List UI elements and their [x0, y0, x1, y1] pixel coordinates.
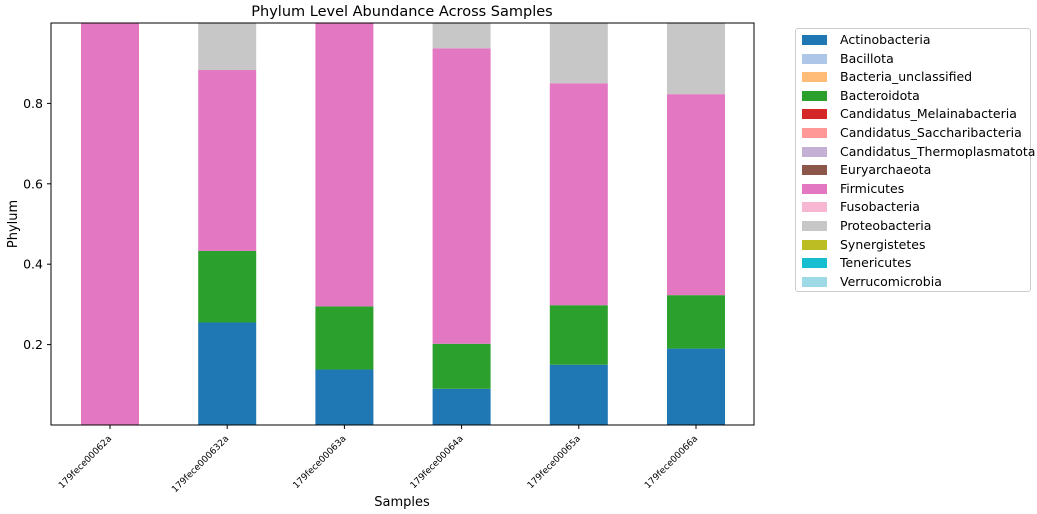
x-tick-label: 179fece000632a [170, 434, 231, 495]
x-tick-label: 179fece00066a [643, 434, 700, 491]
y-tick-label: 0.2 [23, 337, 43, 352]
legend-item: Verrucomicrobia [802, 273, 942, 291]
legend-swatch [802, 165, 827, 176]
bar-segment [549, 83, 608, 306]
legend-swatch [802, 35, 827, 45]
bar-segment [198, 70, 257, 251]
bar-segment [81, 23, 139, 425]
x-tick-label: 179fece00064a [409, 434, 466, 491]
legend-item: Bacteroidota [802, 87, 920, 105]
legend-label: Bacteroidota [840, 87, 920, 103]
legend-label: Euryarchaeota [840, 162, 932, 178]
legend-label: Actinobacteria [840, 32, 931, 47]
legend-label: Verrucomicrobia [840, 273, 942, 289]
legend-swatch [802, 53, 827, 64]
legend-item: Actinobacteria [802, 31, 930, 49]
bar-segment [667, 348, 725, 425]
y-axis-label: Phylum [6, 200, 21, 248]
legend-label: Bacillota [840, 50, 894, 66]
plot-frame [50, 22, 755, 426]
bar-segment [667, 94, 725, 296]
legend-swatch [802, 72, 827, 83]
legend-label: Candidatus_Saccharibacteria [840, 125, 1022, 140]
x-tick-label: 179fece00062a [57, 434, 114, 491]
legend-label: Fusobacteria [840, 199, 920, 215]
bar-segment [667, 23, 725, 95]
x-tick-label: 179fece00063a [292, 434, 349, 491]
bar-segment [549, 23, 608, 84]
y-tick-label: 0.6 [23, 176, 43, 191]
legend-item: Fusobacteria [802, 198, 920, 216]
bar-segment [315, 306, 374, 370]
legend-item: Candidatus_Melainabacteria [802, 105, 1017, 123]
bar-segment [315, 369, 374, 425]
chart-title: Phylum Level Abundance Across Samples [251, 4, 552, 20]
legend-swatch [802, 221, 827, 231]
x-tick-label: 179fece00065a [526, 434, 583, 491]
bar-segment [432, 388, 491, 425]
legend-swatch [802, 239, 827, 250]
bar-segment [432, 23, 491, 49]
legend: Actinobacteria Bacillota Bacteria_unclassi… [795, 28, 1035, 292]
legend-swatch [802, 258, 827, 269]
bar-segment [198, 322, 257, 425]
legend-swatch [802, 183, 827, 194]
y-tick-label: 0.4 [23, 257, 43, 272]
legend-item: Tenericutes [802, 254, 911, 272]
bar-segment [432, 343, 491, 389]
legend-label: Tenericutes [840, 255, 912, 271]
bar-segment [549, 364, 608, 425]
bar-segment [198, 23, 257, 71]
legend-item: Bacillota [802, 50, 894, 68]
legend-item: Proteobacteria [802, 217, 931, 235]
legend-item: Firmicutes [802, 180, 904, 198]
legend-swatch [802, 276, 827, 287]
bar-segment [315, 23, 374, 307]
x-axis-label: Samples [374, 495, 430, 510]
bar-segment [432, 48, 491, 344]
legend-swatch [802, 90, 827, 101]
bar-segment [549, 305, 608, 365]
legend-label: Candidatus_Melainabacteria [840, 106, 1017, 122]
legend-label: Firmicutes [840, 180, 905, 196]
bar-segment [198, 250, 257, 323]
legend-label: Bacteria_unclassified [840, 69, 973, 85]
legend-label: Candidatus_Thermoplasmatota [840, 143, 1036, 159]
legend-label: Synergistetes [840, 236, 926, 252]
legend-item: Euryarchaeota [802, 161, 931, 179]
legend-label: Proteobacteria [840, 218, 932, 233]
legend-swatch [802, 202, 827, 213]
legend-item: Candidatus_Saccharibacteria [802, 124, 1022, 142]
y-tick-label: 0.8 [23, 96, 43, 111]
bar-segment [667, 295, 725, 349]
legend-item: Bacteria_unclassified [802, 68, 972, 86]
legend-item: Synergistetes [802, 236, 925, 254]
legend-item: Candidatus_Thermoplasmatota [802, 143, 1035, 161]
legend-swatch [802, 128, 827, 138]
legend-swatch [802, 146, 827, 157]
legend-swatch [802, 109, 827, 120]
